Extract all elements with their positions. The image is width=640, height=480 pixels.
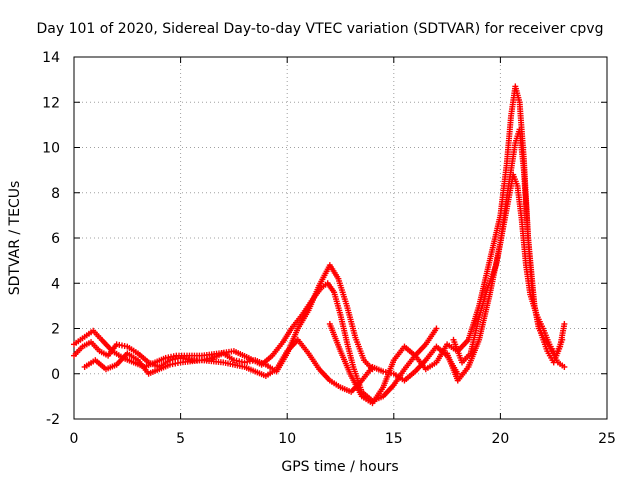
data-point xyxy=(561,320,568,327)
y-tick-label: 6 xyxy=(51,231,60,247)
series-track-2 xyxy=(71,262,376,375)
y-tick-label: -2 xyxy=(46,412,60,428)
x-tick-label: 20 xyxy=(491,431,509,447)
data-point xyxy=(561,363,568,370)
x-axis-label: GPS time / hours xyxy=(281,459,398,475)
data-point xyxy=(559,336,566,343)
series-track-6 xyxy=(450,171,566,366)
y-tick-label: 8 xyxy=(51,186,60,202)
x-tick-label: 15 xyxy=(385,431,403,447)
grid xyxy=(74,57,607,419)
x-tick-label: 25 xyxy=(598,431,616,447)
data-points xyxy=(71,83,568,407)
y-tick-label: 12 xyxy=(42,95,60,111)
tick-labels: 0 5 10 15 20 25 -2 0 2 4 6 8 10 12 14 xyxy=(42,50,616,447)
chart-title: Day 101 of 2020, Sidereal Day-to-day VTE… xyxy=(37,21,604,37)
x-tick-label: 10 xyxy=(278,431,296,447)
y-tick-label: 10 xyxy=(42,141,60,157)
x-tick-label: 0 xyxy=(70,431,79,447)
y-tick-label: 0 xyxy=(51,367,60,383)
data-point xyxy=(433,325,440,332)
y-axis-label: SDTVAR / TECUs xyxy=(7,181,23,296)
x-tick-label: 5 xyxy=(176,431,185,447)
y-tick-label: 2 xyxy=(51,322,60,338)
y-tick-label: 14 xyxy=(42,50,60,66)
y-tick-label: 4 xyxy=(51,276,60,292)
axis-ticks xyxy=(73,56,608,420)
